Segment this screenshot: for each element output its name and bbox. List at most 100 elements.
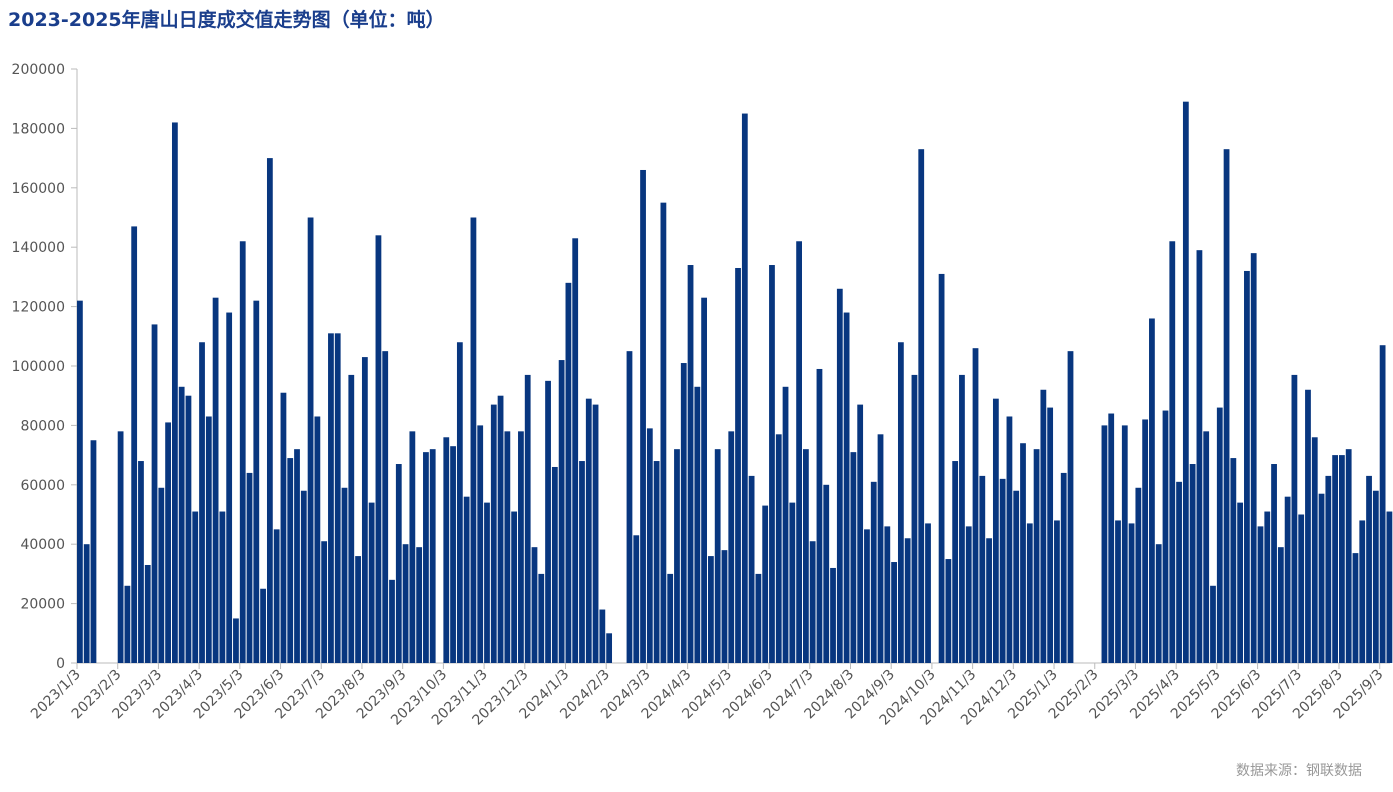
bar — [1142, 419, 1149, 663]
bar — [205, 416, 212, 663]
bar — [1311, 437, 1318, 663]
bar — [314, 416, 321, 663]
bar — [1013, 490, 1020, 663]
bar — [850, 452, 857, 663]
bar — [579, 461, 585, 663]
bar — [389, 579, 395, 663]
bar — [877, 434, 884, 663]
bar — [178, 386, 185, 663]
bar — [945, 559, 952, 663]
bar — [551, 466, 558, 663]
bar — [1155, 544, 1162, 663]
bar — [538, 573, 545, 663]
bar — [429, 449, 436, 663]
bar — [802, 449, 809, 663]
y-tick-label: 100000 — [12, 359, 65, 375]
y-tick-label: 60000 — [20, 478, 65, 494]
bar — [1033, 449, 1040, 663]
bar — [680, 363, 687, 663]
bar — [830, 567, 836, 663]
bar — [816, 368, 823, 663]
bar — [158, 487, 165, 663]
bar — [857, 404, 864, 663]
bar — [864, 529, 870, 663]
bar — [972, 348, 979, 663]
bar — [443, 437, 450, 663]
bar — [402, 544, 409, 663]
y-tick-label: 20000 — [20, 597, 65, 613]
y-tick-label: 40000 — [20, 537, 65, 553]
y-tick-label: 0 — [56, 656, 65, 672]
bar — [1325, 475, 1332, 663]
bar — [253, 300, 260, 663]
bar — [456, 342, 463, 663]
bar — [992, 398, 999, 663]
bar — [341, 487, 348, 663]
bar — [1250, 253, 1257, 663]
bar — [511, 511, 518, 663]
bar — [138, 461, 144, 663]
bar — [640, 169, 646, 664]
bar — [1135, 487, 1142, 663]
bar — [212, 297, 219, 663]
bar — [938, 273, 945, 663]
bar — [1230, 458, 1237, 663]
bar — [1257, 526, 1264, 663]
bar — [239, 241, 246, 663]
bar — [416, 547, 423, 663]
bar — [484, 502, 490, 663]
y-tick-label: 80000 — [20, 418, 65, 434]
bar — [531, 547, 538, 663]
bar — [809, 541, 816, 663]
bar — [721, 550, 728, 663]
bar — [497, 395, 504, 663]
bar — [1210, 585, 1216, 663]
bar — [789, 502, 796, 663]
bar — [1067, 351, 1074, 663]
bar — [565, 282, 572, 663]
bar — [599, 609, 606, 663]
bar — [646, 428, 653, 663]
bar — [1128, 523, 1135, 663]
bar — [361, 357, 368, 663]
bar — [558, 360, 565, 663]
bar — [592, 404, 599, 663]
bar — [585, 398, 592, 663]
bar — [918, 149, 925, 663]
source: 数据来源：钢联数据 — [1236, 763, 1362, 779]
y-tick-label: 160000 — [12, 181, 65, 197]
bar — [504, 431, 511, 663]
bar — [626, 351, 633, 663]
bar — [782, 386, 789, 663]
bar — [1047, 407, 1054, 663]
bar — [1271, 464, 1277, 663]
bar — [653, 461, 660, 663]
bar — [77, 300, 83, 663]
bar — [1020, 443, 1026, 663]
bar — [131, 226, 138, 663]
bar — [294, 449, 300, 663]
bar — [1216, 407, 1223, 663]
bar — [518, 431, 524, 663]
bar — [1244, 270, 1250, 663]
bar — [490, 404, 497, 663]
bar — [83, 544, 90, 663]
bar — [1121, 425, 1128, 663]
bar — [735, 267, 741, 663]
bar — [1359, 520, 1366, 663]
bar — [1060, 472, 1067, 663]
bar — [395, 464, 402, 663]
bar — [843, 312, 850, 663]
bar — [368, 502, 375, 663]
bar — [606, 633, 613, 663]
bar — [382, 351, 389, 663]
bar — [470, 217, 477, 663]
bar — [124, 585, 131, 663]
bar — [952, 461, 959, 663]
bar — [911, 374, 918, 663]
bar — [762, 505, 769, 663]
bar — [660, 202, 667, 663]
bar — [409, 431, 416, 663]
bar — [1332, 455, 1339, 663]
